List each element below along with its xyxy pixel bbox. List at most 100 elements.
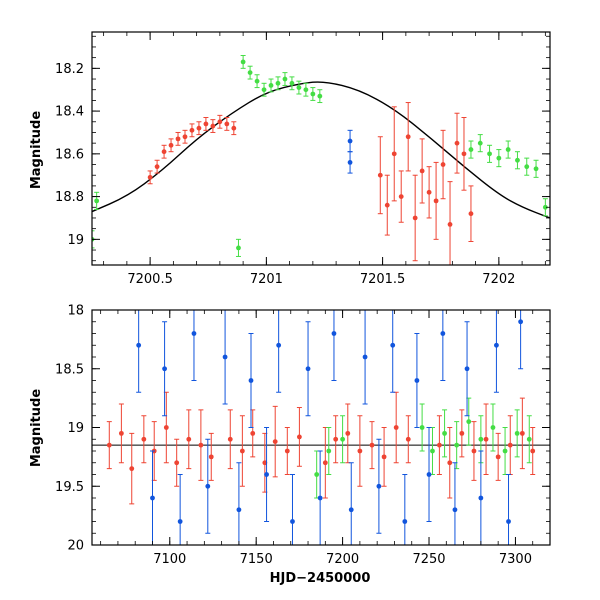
bottom-blue-point [290, 519, 295, 524]
bottom-blue-point [464, 366, 470, 372]
bottom-blue-point [362, 354, 368, 360]
bottom-xtick-label: 7300 [499, 552, 532, 567]
top-green-point [261, 87, 267, 93]
top-green-point [236, 245, 241, 251]
top-series-red [147, 102, 474, 265]
bottom-red-point [163, 425, 169, 430]
top-ytick-label: 18.8 [55, 190, 84, 205]
bottom-blue-point [331, 331, 337, 336]
bottom-red-point [471, 448, 477, 454]
bottom-xtick-label: 7250 [412, 552, 445, 567]
top-ytick-label: 18.4 [55, 105, 84, 120]
top-green-point [477, 140, 483, 146]
bottom-red-point [141, 436, 147, 442]
top-green-point [496, 155, 502, 161]
bottom-green-point [454, 442, 460, 448]
bottom-ytick-label: 19 [67, 421, 84, 436]
top-red-point [210, 123, 216, 129]
bottom-series-blue [136, 310, 524, 545]
bottom-blue-point [191, 331, 197, 336]
bottom-green-point [419, 425, 425, 430]
top-red-point [147, 174, 153, 180]
top-green-point [505, 147, 511, 152]
bottom-ytick-label: 18.5 [55, 362, 84, 377]
top-xtick-label: 7201 [250, 272, 283, 287]
top-red-point [426, 189, 432, 195]
bottom-red-point [381, 454, 387, 460]
top-blue-point [347, 159, 353, 165]
bottom-blue-point [150, 495, 155, 501]
bottom-red-point [296, 434, 302, 440]
bottom-blue-point [317, 495, 323, 501]
top-ylabel: Magnitude [29, 111, 44, 190]
bottom-red-point [272, 439, 278, 444]
top-red-point [454, 140, 460, 146]
top-green-point [247, 70, 253, 76]
top-green-point [282, 76, 288, 82]
bottom-blue-point [402, 519, 408, 524]
bottom-blue-point [452, 507, 458, 513]
bottom-blue-point [236, 507, 242, 513]
top-blue-point [347, 138, 353, 144]
bottom-xtick-label: 7150 [240, 552, 273, 567]
bottom-red-point [106, 442, 112, 448]
bottom-red-point [284, 448, 290, 454]
bottom-red-point [186, 436, 192, 442]
bottom-red-point [250, 430, 256, 436]
top-green-point [94, 198, 100, 204]
bottom-green-point [314, 472, 320, 477]
bottom-green-point [466, 419, 472, 425]
bottom-xtick-label: 7100 [153, 552, 186, 567]
top-red-point [168, 142, 174, 148]
bottom-red-point [459, 430, 465, 436]
top-red-point [231, 125, 237, 131]
top-series-green [92, 55, 548, 257]
bottom-red-point [483, 436, 489, 442]
top-green-point [468, 147, 474, 152]
bottom-green-point [514, 430, 520, 436]
top-green-point [487, 151, 492, 157]
bottom-blue-point [506, 519, 511, 524]
bottom-ytick-label: 18 [67, 304, 84, 319]
top-axis-ticks: 7200.5 7201 7201.5 7202 18.2 18.4 18.6 18.8 19 [55, 32, 550, 287]
top-red-point [440, 162, 446, 167]
top-plot-area [92, 55, 550, 265]
bottom-red-point [174, 460, 180, 466]
top-xtick-label: 7201.5 [360, 272, 406, 287]
top-red-point [468, 211, 474, 217]
bottom-blue-point [518, 319, 524, 325]
bottom-blue-point [494, 342, 499, 348]
top-ytick-label: 18.6 [55, 147, 84, 162]
top-series-blue [347, 129, 353, 174]
bottom-xlabel: HJD−2450000 [270, 571, 371, 586]
top-red-point [461, 151, 467, 157]
bottom-blue-point [426, 472, 432, 477]
top-red-point [182, 134, 188, 140]
bottom-red-point [322, 460, 328, 466]
bottom-panel: 7100 7150 7200 7250 7300 18 18.5 19 19.5 20 Magni… [29, 304, 551, 586]
bottom-red-point [227, 436, 233, 442]
bottom-red-point [208, 454, 214, 460]
top-green-point [515, 157, 520, 163]
top-green-point [296, 85, 302, 90]
bottom-blue-point [390, 342, 396, 348]
top-red-point [196, 125, 202, 131]
bottom-blue-point [376, 483, 382, 489]
bottom-red-point [198, 442, 204, 448]
top-model-curve [92, 81, 550, 219]
top-red-point [175, 136, 181, 142]
top-green-point [533, 166, 539, 172]
bottom-blue-point [248, 378, 254, 383]
top-green-point [240, 59, 246, 65]
top-plot-frame [91, 31, 551, 266]
bottom-red-point [357, 448, 363, 454]
bottom-ytick-label: 20 [67, 539, 84, 554]
top-green-point [317, 93, 323, 99]
bottom-red-point [393, 425, 399, 430]
top-red-point [412, 215, 418, 221]
bottom-ytick-label: 19.5 [55, 480, 84, 495]
bottom-red-point [495, 454, 501, 460]
top-panel: 7200.5 7201 7201.5 7202 18.2 18.4 18.6 18.8 19 M… [29, 31, 551, 287]
bottom-blue-point [136, 342, 142, 348]
bottom-red-point [345, 430, 351, 436]
